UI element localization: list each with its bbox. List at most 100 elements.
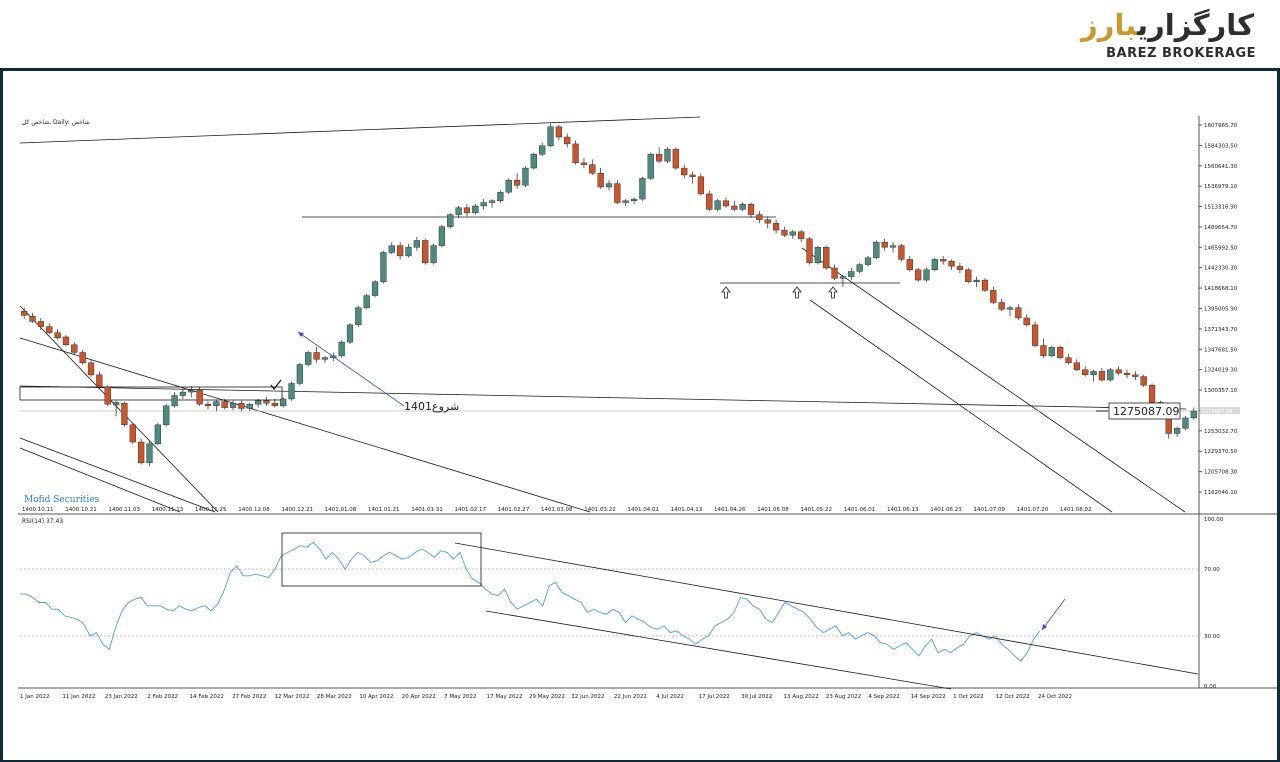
price-tick-label: 1442330.30 [1204, 266, 1238, 272]
candle-body [547, 126, 554, 146]
price-tick-label: 1607965.70 [1204, 123, 1238, 129]
candle-body [29, 316, 36, 322]
price-tick-label: 1536979.10 [1204, 184, 1238, 190]
rsi-date-tick-label: 14 Sep 2022 [911, 694, 946, 700]
candle-body [839, 276, 847, 279]
rsi-date-tick-label: 13 Aug 2022 [784, 694, 819, 700]
current-price-box [1108, 402, 1181, 420]
candle-body [1140, 376, 1147, 386]
rsi-title: RSI(14) 37.43 [22, 518, 63, 525]
candle-body [112, 402, 120, 406]
candle-body [263, 400, 270, 404]
rsi-tick-label: 30.00 [1204, 634, 1220, 640]
candle-body [889, 245, 897, 248]
candle-body [330, 355, 337, 358]
candle-body [630, 198, 638, 201]
candle-body [873, 241, 880, 258]
candle-body [371, 281, 379, 296]
candle-body [572, 143, 579, 164]
candle-body [71, 344, 78, 353]
candle-body [906, 259, 913, 270]
candle-body [513, 179, 521, 186]
candle-body [714, 200, 721, 210]
candle-body [856, 264, 863, 272]
candle-body [940, 259, 947, 262]
rsi-date-tick-label: 20 Apr 2022 [402, 694, 436, 700]
candle-body [672, 148, 679, 169]
rsi-date-tick-label: 27 Feb 2022 [232, 694, 266, 700]
candle-body [238, 403, 245, 409]
rsi-date-tick-label: 30 Jul 2022 [741, 694, 772, 700]
rsi-annotation-arrow [1041, 598, 1066, 631]
candle-body [1098, 371, 1106, 381]
rsi-date-tick-label: 24 Oct 2022 [1038, 694, 1072, 700]
price-tick-label: 1418668.10 [1204, 286, 1238, 292]
candle-body [305, 352, 312, 365]
candle-body [605, 183, 613, 188]
candle-body [455, 207, 462, 215]
candle-body [430, 245, 437, 264]
candle-body [864, 257, 872, 265]
rsi-date-tick-label: 12 Oct 2022 [996, 694, 1030, 700]
brand-logo-accent: بارز [1080, 8, 1138, 42]
price-panel: شاخص کل, Daily: شاخص Mofid Securities 1607… [18, 116, 1277, 688]
candle-body [505, 179, 512, 193]
candle-body [413, 240, 420, 248]
support-arrow-icon [721, 286, 731, 299]
annotation-label: شروع1401 [404, 400, 459, 413]
candle-body [313, 352, 320, 360]
rsi-date-tick-label: 12 Mar 2022 [275, 694, 310, 700]
rsi-date-tick-label: 14 Feb 2022 [190, 694, 224, 700]
trend-line [19, 305, 219, 513]
candle-body [639, 178, 646, 200]
rsi-tick-label: 70.00 [1204, 567, 1220, 573]
candle-body [789, 231, 796, 236]
date-tick-label: 1401.01.31 [411, 507, 443, 513]
candle-body [764, 219, 771, 224]
candle-body [229, 403, 237, 408]
candle-body [213, 401, 220, 407]
rsi-date-tick-label: 29 May 2022 [529, 694, 565, 700]
candle-body [288, 383, 295, 400]
candle-body [823, 247, 830, 269]
check-icon [270, 379, 282, 390]
candle-body [104, 386, 111, 405]
candle-body [973, 279, 980, 282]
candle-body [221, 401, 228, 408]
candle-body [321, 357, 329, 360]
candle-body [956, 266, 964, 270]
date-tick-label: 1400.11.03 [109, 507, 141, 513]
trend-line [809, 299, 1113, 513]
date-tick-label: 1401.02.17 [455, 507, 487, 513]
date-tick-label: 1401.04.26 [714, 507, 746, 513]
candle-body [589, 164, 596, 174]
rsi-date-tick-label: 28 Mar 2022 [317, 694, 352, 700]
candle-body [564, 136, 571, 145]
watermark: Mofid Securities [24, 495, 100, 505]
date-tick-label: 1400.11.25 [195, 507, 227, 513]
price-tick-label: 1347681.50 [1204, 347, 1238, 353]
candle-body [1031, 324, 1039, 346]
candle-body [163, 405, 170, 426]
candle-body [990, 290, 997, 303]
candle-body [697, 176, 705, 195]
candle-body [54, 332, 61, 339]
candle-body [614, 183, 621, 203]
chart-title: شاخص کل, Daily: شاخص [22, 119, 90, 126]
rsi-date-tick-label: 17 May 2022 [487, 694, 523, 700]
rsi-date-tick-label: 23 Jan 2022 [105, 694, 138, 700]
candle-body [380, 252, 387, 282]
candle-body [948, 260, 955, 267]
candle-body [204, 403, 212, 407]
candle-body [447, 214, 454, 227]
candle-body [1048, 347, 1055, 357]
price-tick-label: 1465992.50 [1204, 245, 1238, 251]
price-tick-label: 1560641.30 [1204, 164, 1238, 170]
candle-body [689, 174, 696, 177]
candle-body [1006, 307, 1014, 310]
candle-body [1023, 317, 1030, 326]
candle-body [848, 271, 855, 277]
candle-body [146, 443, 153, 463]
candle-body [647, 154, 654, 179]
candle-body [914, 269, 922, 281]
